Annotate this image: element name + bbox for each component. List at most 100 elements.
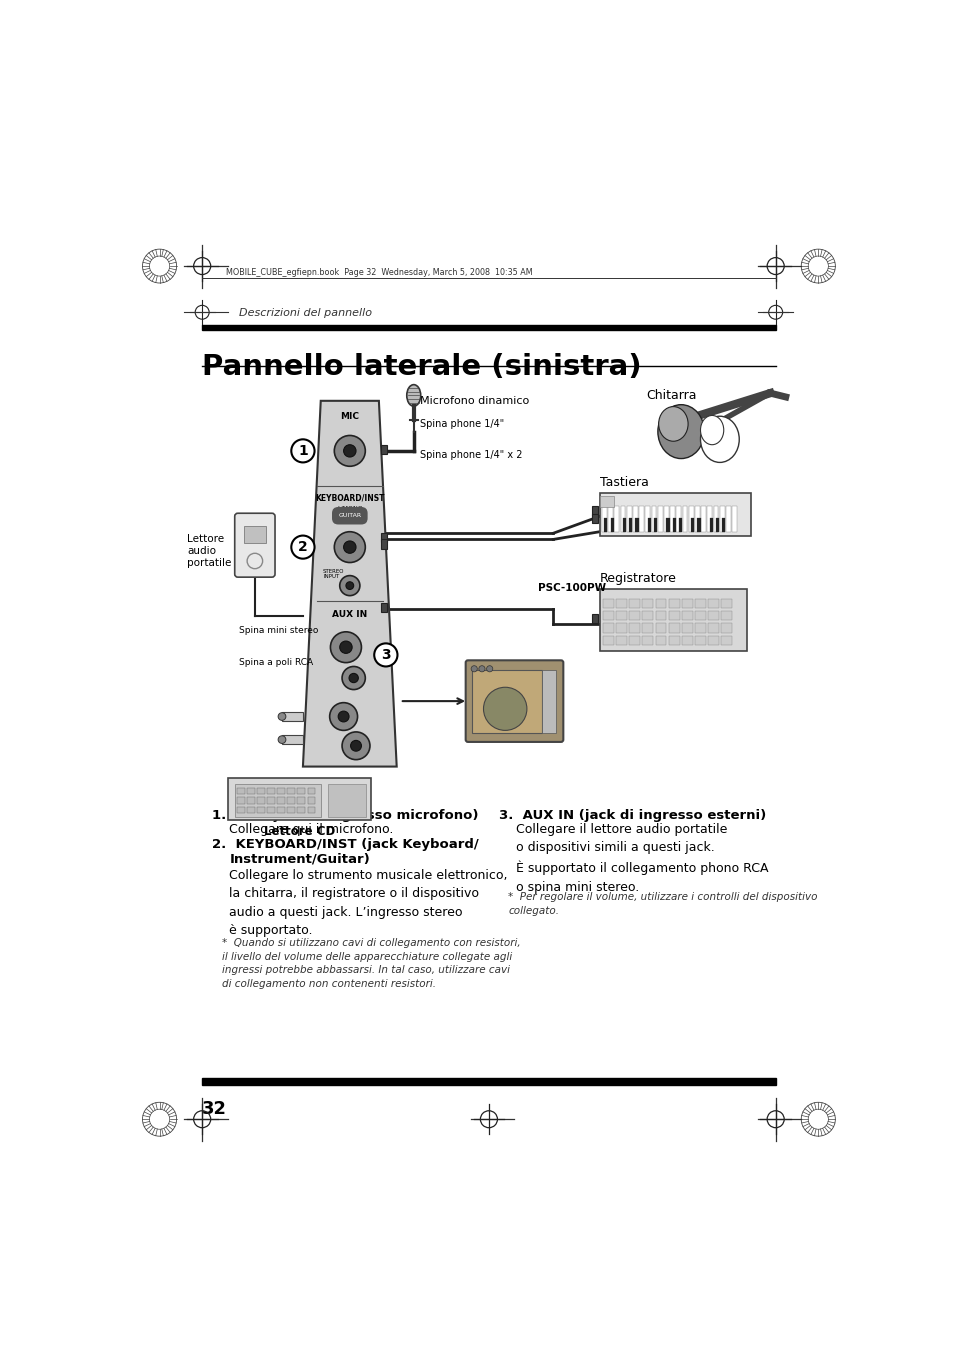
Text: 1: 1 bbox=[297, 444, 308, 458]
Bar bbox=[247, 797, 254, 804]
Bar bbox=[655, 611, 666, 620]
Text: L/MONO: L/MONO bbox=[336, 505, 362, 511]
Bar bbox=[700, 507, 705, 532]
Text: 32: 32 bbox=[202, 1100, 227, 1119]
Bar bbox=[236, 797, 245, 804]
Bar bbox=[616, 636, 626, 644]
Bar bbox=[654, 517, 657, 532]
Bar bbox=[267, 807, 274, 813]
Bar bbox=[641, 598, 653, 608]
FancyBboxPatch shape bbox=[234, 513, 274, 577]
Bar bbox=[602, 598, 613, 608]
Bar bbox=[695, 598, 705, 608]
Text: GUITAR: GUITAR bbox=[338, 513, 361, 519]
Circle shape bbox=[349, 673, 358, 682]
Bar bbox=[629, 517, 632, 532]
Bar bbox=[713, 507, 718, 532]
Circle shape bbox=[478, 666, 484, 671]
Ellipse shape bbox=[406, 385, 420, 407]
Circle shape bbox=[330, 703, 357, 731]
Text: Tastiera: Tastiera bbox=[599, 476, 648, 489]
Text: *  Quando si utilizzano cavi di collegamento con resistori,
il livello del volum: * Quando si utilizzano cavi di collegame… bbox=[221, 939, 519, 989]
Bar bbox=[639, 507, 643, 532]
Bar bbox=[247, 788, 254, 794]
Bar bbox=[709, 517, 712, 532]
Text: Pannello laterale (sinistra): Pannello laterale (sinistra) bbox=[202, 353, 641, 381]
Text: Chitarra: Chitarra bbox=[645, 389, 696, 403]
Bar bbox=[633, 507, 637, 532]
Ellipse shape bbox=[700, 416, 723, 444]
Bar bbox=[244, 527, 266, 543]
Bar bbox=[672, 517, 675, 532]
Bar bbox=[626, 507, 631, 532]
Bar bbox=[307, 807, 315, 813]
Bar bbox=[629, 636, 639, 644]
Circle shape bbox=[350, 740, 361, 751]
Bar bbox=[328, 785, 365, 816]
Bar bbox=[622, 517, 625, 532]
Text: Collegare il lettore audio portatile
o dispositivi simili a questi jack.
È suppo: Collegare il lettore audio portatile o d… bbox=[516, 823, 768, 893]
Bar bbox=[610, 517, 613, 532]
Bar bbox=[658, 507, 661, 532]
Bar bbox=[601, 507, 606, 532]
Bar bbox=[381, 534, 387, 543]
Bar bbox=[616, 623, 626, 632]
Bar bbox=[695, 623, 705, 632]
Text: *  Per regolare il volume, utilizzare i controlli del dispositivo
collegato.: * Per regolare il volume, utilizzare i c… bbox=[508, 892, 817, 916]
Bar bbox=[641, 623, 653, 632]
Circle shape bbox=[278, 713, 286, 720]
Bar bbox=[592, 513, 598, 523]
Bar bbox=[608, 507, 612, 532]
Bar bbox=[592, 615, 598, 623]
Circle shape bbox=[342, 732, 370, 759]
Bar bbox=[599, 493, 750, 535]
Bar bbox=[695, 636, 705, 644]
Bar bbox=[381, 444, 387, 454]
Bar bbox=[663, 507, 668, 532]
Bar bbox=[604, 517, 607, 532]
Bar bbox=[602, 636, 613, 644]
Ellipse shape bbox=[658, 407, 687, 442]
Circle shape bbox=[278, 736, 286, 743]
Bar bbox=[620, 507, 624, 532]
Bar bbox=[267, 788, 274, 794]
Text: Spina a poli RCA: Spina a poli RCA bbox=[239, 658, 314, 667]
Text: 2: 2 bbox=[297, 540, 308, 554]
Text: Descrizioni del pannello: Descrizioni del pannello bbox=[239, 308, 372, 319]
Text: Registratore: Registratore bbox=[599, 571, 676, 585]
Text: Lettore
audio
portatile: Lettore audio portatile bbox=[187, 535, 232, 567]
Bar bbox=[707, 598, 719, 608]
Bar bbox=[655, 623, 666, 632]
Text: MIC: MIC bbox=[340, 412, 359, 422]
Bar bbox=[707, 636, 719, 644]
Bar bbox=[287, 797, 294, 804]
Bar bbox=[732, 507, 736, 532]
Bar bbox=[599, 496, 613, 507]
Text: Spina mini stereo: Spina mini stereo bbox=[239, 626, 318, 635]
Circle shape bbox=[346, 582, 354, 589]
Bar bbox=[629, 623, 639, 632]
Circle shape bbox=[342, 666, 365, 689]
FancyBboxPatch shape bbox=[465, 661, 562, 742]
Bar bbox=[707, 611, 719, 620]
Bar bbox=[287, 807, 294, 813]
Bar bbox=[720, 636, 732, 644]
Bar bbox=[277, 797, 285, 804]
Bar bbox=[602, 623, 613, 632]
Bar bbox=[277, 807, 285, 813]
Bar bbox=[257, 807, 265, 813]
Bar bbox=[666, 517, 669, 532]
Bar bbox=[592, 507, 598, 516]
Text: KEYBOARD/INST: KEYBOARD/INST bbox=[314, 493, 384, 503]
Bar bbox=[720, 611, 732, 620]
Text: Lettore CD: Lettore CD bbox=[264, 824, 335, 838]
Bar bbox=[651, 507, 656, 532]
Bar bbox=[716, 517, 719, 532]
Text: 2.  KEYBOARD/INST (jack Keyboard/: 2. KEYBOARD/INST (jack Keyboard/ bbox=[212, 838, 478, 851]
Bar bbox=[707, 623, 719, 632]
Bar bbox=[655, 636, 666, 644]
Bar bbox=[676, 507, 680, 532]
Bar bbox=[381, 539, 387, 549]
Circle shape bbox=[330, 632, 361, 662]
Circle shape bbox=[291, 535, 314, 559]
